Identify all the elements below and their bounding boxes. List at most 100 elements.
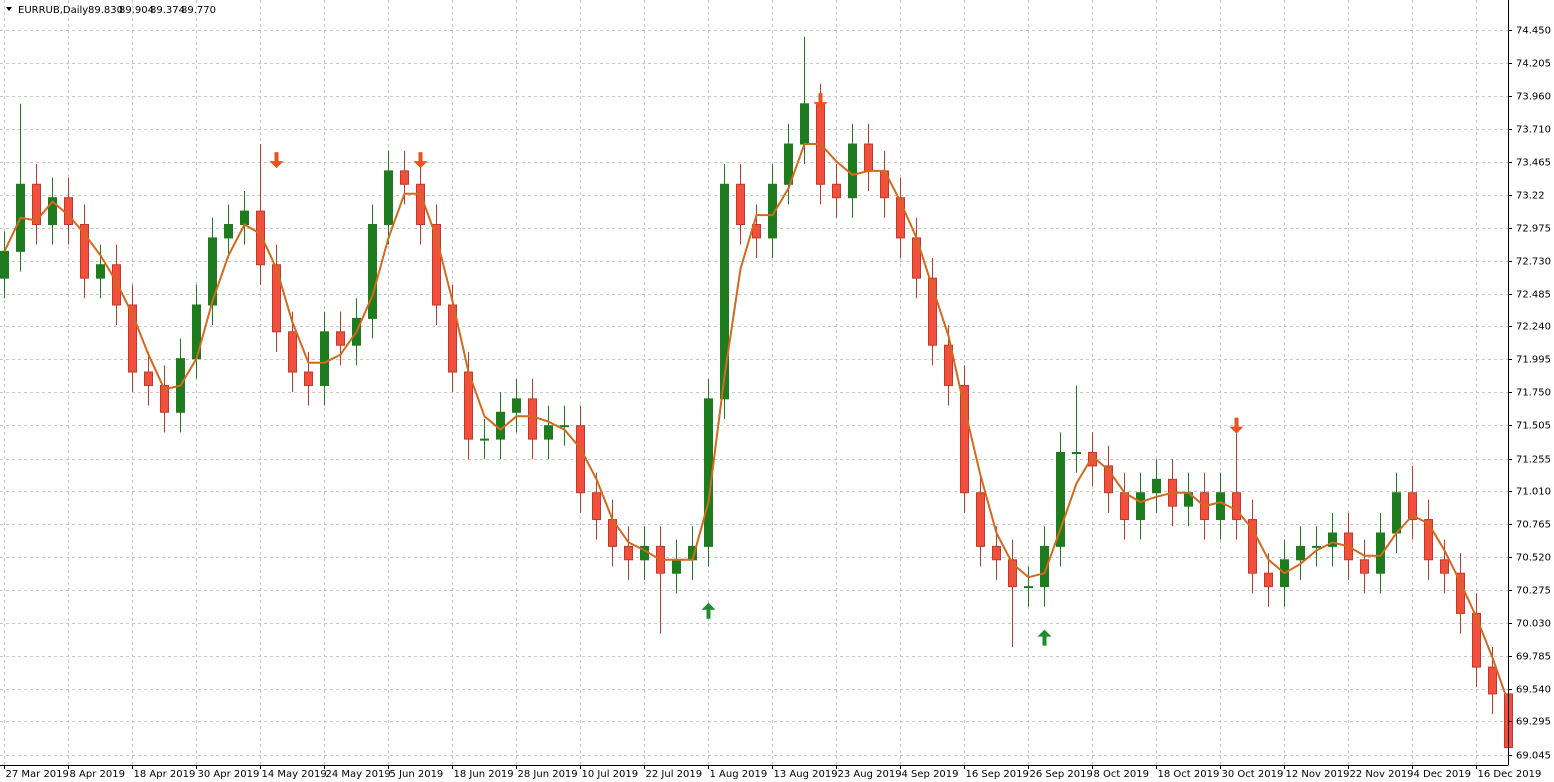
x-tick-label: 18 Oct 2019 xyxy=(1158,769,1220,780)
y-tick-label: 73.710 xyxy=(1516,125,1551,136)
y-tick-label: 72.240 xyxy=(1516,322,1551,333)
candle-body xyxy=(0,250,9,279)
y-tick-label: 69.540 xyxy=(1516,685,1551,696)
candle-body xyxy=(832,183,841,199)
candle-body xyxy=(64,197,73,226)
y-tick-label: 71.750 xyxy=(1516,388,1551,399)
candle-body xyxy=(48,197,57,226)
y-tick-label: 71.995 xyxy=(1516,355,1551,366)
x-tick-label: 30 Oct 2019 xyxy=(1222,769,1284,780)
candle-body xyxy=(1312,545,1321,548)
candle-body xyxy=(1120,492,1129,521)
candle-body xyxy=(992,545,1001,561)
y-tick-label: 70.030 xyxy=(1516,619,1551,630)
x-tick-label: 27 Mar 2019 xyxy=(6,769,69,780)
y-tick-label: 71.010 xyxy=(1516,487,1551,498)
quote-low: 89.374 xyxy=(150,5,185,16)
candle-body xyxy=(1456,572,1465,614)
candle-body xyxy=(1024,586,1033,589)
x-tick-label: 18 Apr 2019 xyxy=(134,769,196,780)
sell-arrow xyxy=(269,152,284,169)
x-tick-label: 14 May 2019 xyxy=(262,769,327,780)
candle-body xyxy=(624,545,633,561)
x-tick-label: 8 Apr 2019 xyxy=(70,769,125,780)
candle-body xyxy=(1248,519,1257,574)
candle-body xyxy=(1296,545,1305,561)
x-tick-label: 12 Nov 2019 xyxy=(1286,769,1350,780)
candle-body xyxy=(336,331,345,346)
menu-triangle[interactable] xyxy=(6,7,12,11)
candle-body xyxy=(976,492,985,547)
x-tick-label: 23 Aug 2019 xyxy=(838,769,902,780)
candle-body xyxy=(960,384,969,494)
candle-body xyxy=(96,264,105,279)
x-tick-label: 4 Sep 2019 xyxy=(902,769,959,780)
quote-high: 89.904 xyxy=(119,5,154,16)
x-tick-label: 18 Jun 2019 xyxy=(454,769,514,780)
candle-body xyxy=(592,492,601,521)
x-tick-label: 22 Nov 2019 xyxy=(1350,769,1414,780)
candle-body xyxy=(1104,465,1113,494)
candle-body xyxy=(1424,519,1433,561)
candle-body xyxy=(560,425,569,428)
plot xyxy=(0,36,1513,761)
sell-arrow xyxy=(813,93,828,110)
candle-body xyxy=(848,143,857,199)
candle-body xyxy=(496,411,505,440)
candle-body xyxy=(144,371,153,386)
x-tick-label: 30 Apr 2019 xyxy=(198,769,260,780)
y-tick-label: 73.960 xyxy=(1516,92,1551,103)
candle-body xyxy=(288,331,297,373)
candle-body xyxy=(1216,492,1225,521)
sell-arrow xyxy=(1229,417,1244,434)
candle-body xyxy=(480,438,489,441)
candle-body xyxy=(112,264,121,306)
buy-arrow xyxy=(1037,629,1052,646)
y-tick-label: 70.520 xyxy=(1516,553,1551,564)
y-tick-label: 70.275 xyxy=(1516,586,1551,597)
symbol-label: EURRUB,Daily xyxy=(18,5,88,16)
candle-body xyxy=(432,224,441,306)
x-tick-label: 16 Sep 2019 xyxy=(966,769,1029,780)
candle-body xyxy=(944,344,953,386)
candle-body xyxy=(1392,492,1401,534)
moving-average xyxy=(3,143,1510,704)
y-tick-label: 69.785 xyxy=(1516,652,1551,663)
y-tick-label: 73.22 xyxy=(1516,191,1545,202)
x-tick-label: 22 Jul 2019 xyxy=(646,769,703,780)
candle-body xyxy=(32,183,41,226)
candle-body xyxy=(304,371,313,386)
y-tick-label: 72.485 xyxy=(1516,290,1551,301)
candle-body xyxy=(672,559,681,574)
y-tick-label: 73.465 xyxy=(1516,158,1551,169)
candle-body xyxy=(224,224,233,239)
x-tick-label: 16 Dec 2019 xyxy=(1478,769,1542,780)
x-tick-label: 26 Sep 2019 xyxy=(1030,769,1093,780)
y-tick-label: 72.975 xyxy=(1516,224,1551,235)
candle-body xyxy=(512,398,521,413)
candle-body xyxy=(1440,559,1449,574)
x-tick-label: 4 Dec 2019 xyxy=(1414,769,1472,780)
candle-body xyxy=(400,170,409,185)
y-tick-label: 72.730 xyxy=(1516,257,1551,268)
x-tick-label: 28 Jun 2019 xyxy=(518,769,578,780)
candle-body xyxy=(736,183,745,226)
candle-body xyxy=(896,197,905,239)
candle-body xyxy=(1408,492,1417,521)
x-tick-label: 13 Aug 2019 xyxy=(774,769,838,780)
candle-body xyxy=(1376,532,1385,574)
candle-body xyxy=(80,224,89,279)
candle-body xyxy=(128,304,137,373)
candle-body xyxy=(928,277,937,346)
quote-open: 89.830 xyxy=(88,5,123,16)
x-tick-label: 1 Aug 2019 xyxy=(710,769,768,780)
y-tick-label: 70.765 xyxy=(1516,520,1551,531)
candle-body xyxy=(1056,452,1065,547)
candle-body xyxy=(1072,452,1081,455)
candle-body xyxy=(256,210,265,266)
candle-body xyxy=(528,398,537,440)
candle-body xyxy=(1008,559,1017,588)
candle-body xyxy=(576,425,585,494)
candle-body xyxy=(368,224,377,319)
